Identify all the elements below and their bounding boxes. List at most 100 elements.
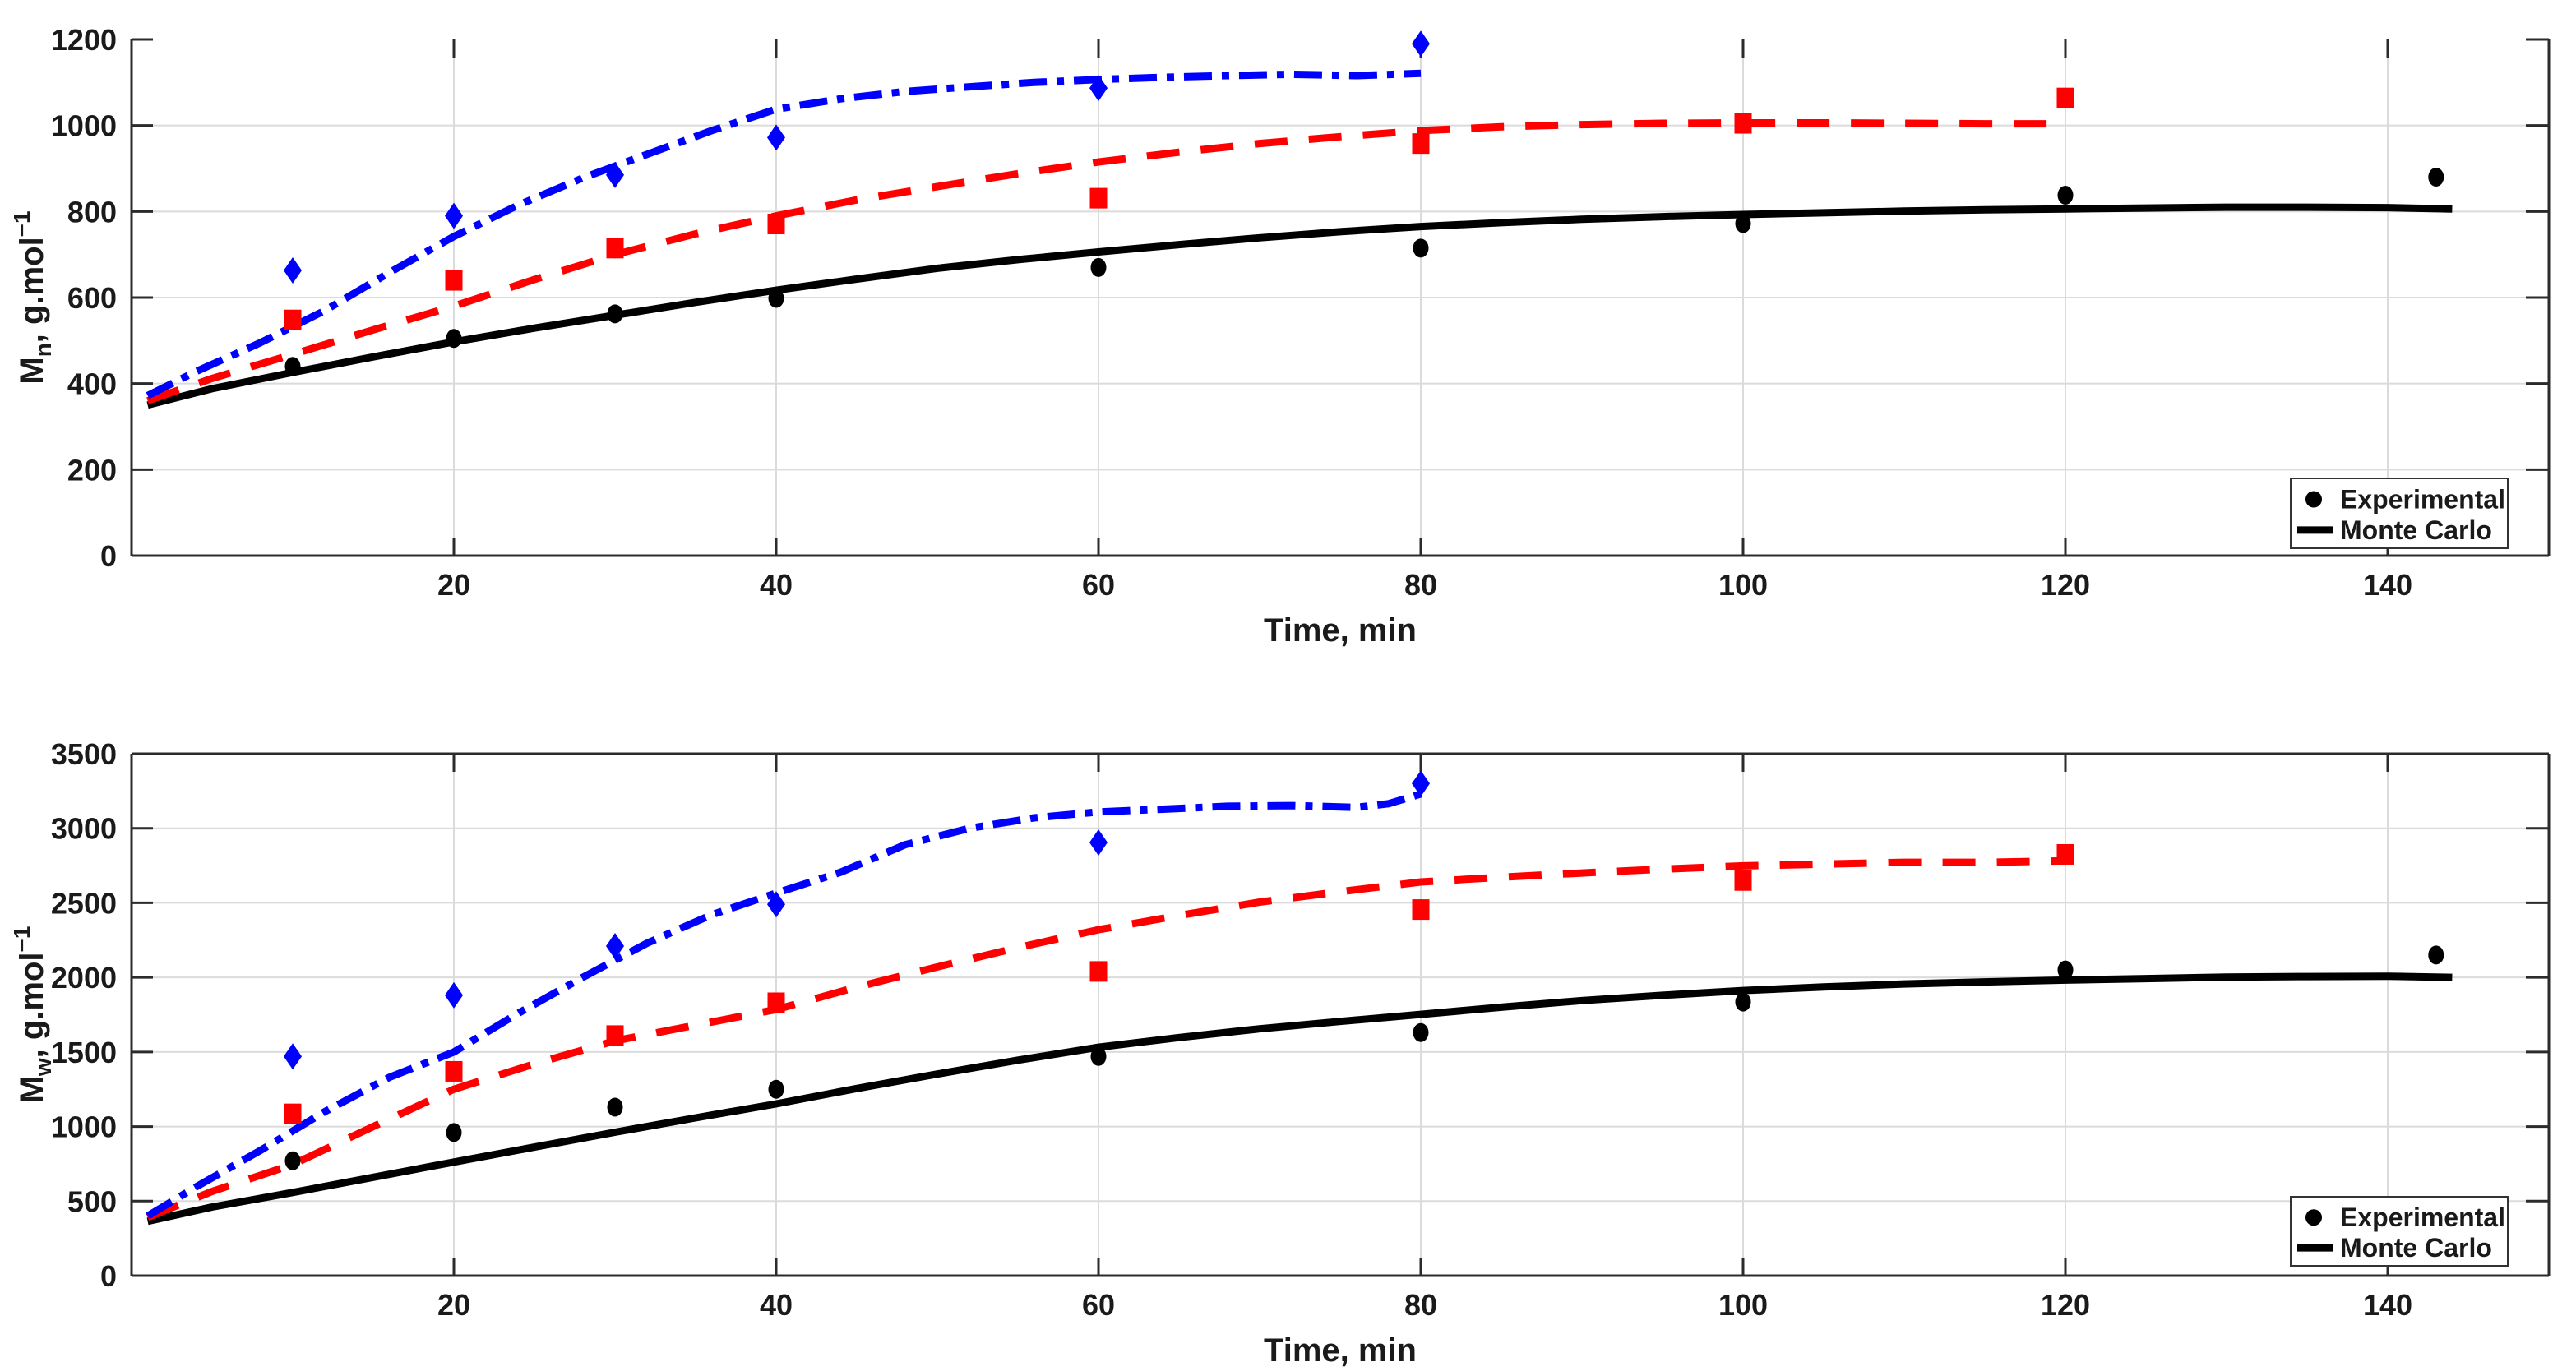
monte-carlo-blue-dashdot-line bbox=[146, 790, 1422, 1220]
y-tick-label: 800 bbox=[67, 195, 117, 228]
data-point-circle bbox=[607, 1097, 623, 1117]
data-point-circle bbox=[2428, 167, 2444, 187]
y-tick-label: 1000 bbox=[51, 1110, 117, 1144]
data-point-square bbox=[1412, 899, 1430, 921]
legend-box bbox=[2290, 1196, 2509, 1267]
x-tick-label: 20 bbox=[437, 1288, 470, 1322]
y-tick-label: 400 bbox=[67, 367, 117, 401]
x-tick-label: 80 bbox=[1404, 1288, 1437, 1322]
subplot-mw-vs-time: 20 40 60 80 100 120 140 0 500 1000 1500 2000 2500 300… bbox=[9, 737, 2551, 1369]
data-point-square bbox=[767, 214, 785, 235]
data-point-square bbox=[1089, 961, 1108, 982]
monte-carlo-red-dashed-line bbox=[146, 119, 2065, 404]
y-tick-labels: 0 200 400 600 800 1000 1200 bbox=[51, 23, 117, 573]
data-point-circle bbox=[1735, 992, 1751, 1012]
experimental-blue-diamonds bbox=[284, 770, 1430, 1070]
legend-box bbox=[2290, 478, 2509, 549]
data-point-circle bbox=[1090, 257, 1107, 277]
x-tick-labels: 20 40 60 80 100 120 140 bbox=[437, 568, 2412, 602]
ticks bbox=[132, 752, 2549, 1277]
y-tick-label: 500 bbox=[67, 1184, 117, 1218]
experimental-black-circles bbox=[284, 945, 2444, 1170]
data-point-diamond bbox=[606, 161, 624, 188]
x-tick-label: 80 bbox=[1404, 568, 1437, 602]
data-point-square bbox=[2056, 87, 2074, 108]
data-point-square bbox=[2056, 843, 2074, 865]
data-point-square bbox=[1734, 113, 1752, 134]
data-point-square bbox=[606, 238, 624, 259]
data-point-circle bbox=[1735, 214, 1751, 233]
x-tick-label: 100 bbox=[1718, 1288, 1768, 1322]
data-point-diamond bbox=[445, 981, 463, 1009]
data-point-circle bbox=[1413, 1022, 1429, 1042]
x-tick-label: 120 bbox=[2041, 1288, 2090, 1322]
data-point-diamond bbox=[1412, 30, 1430, 58]
monte-carlo-lines bbox=[146, 69, 2453, 409]
data-point-square bbox=[445, 1060, 463, 1082]
data-point-circle bbox=[607, 304, 623, 324]
y-tick-label: 3000 bbox=[51, 812, 117, 846]
subplot-mn-vs-time: 20 40 60 80 100 120 140 0 200 400 600 800 1000 1200 Ti… bbox=[9, 23, 2551, 649]
x-tick-label: 60 bbox=[1082, 568, 1115, 602]
data-point-diamond bbox=[1412, 770, 1430, 797]
data-point-diamond bbox=[284, 1043, 302, 1070]
x-axis-title: Time, min bbox=[1264, 1332, 1417, 1369]
y-tick-label: 2500 bbox=[51, 886, 117, 920]
monte-carlo-red-dashed-line bbox=[146, 856, 2066, 1221]
data-point-circle bbox=[2428, 945, 2444, 965]
x-tick-label: 20 bbox=[437, 568, 470, 602]
data-point-circle bbox=[1090, 1046, 1107, 1066]
monte-carlo-black-solid-line bbox=[146, 203, 2453, 409]
y-tick-labels: 0 500 1000 1500 2000 2500 3000 3500 bbox=[51, 737, 117, 1293]
y-tick-label: 3500 bbox=[51, 737, 117, 771]
data-point-diamond bbox=[767, 891, 785, 918]
y-tick-label: 2000 bbox=[51, 961, 117, 995]
x-tick-label: 140 bbox=[2363, 568, 2412, 602]
data-point-circle bbox=[768, 1079, 784, 1099]
experimental-red-squares bbox=[284, 843, 2074, 1124]
data-point-square bbox=[284, 309, 302, 330]
x-tick-label: 100 bbox=[1718, 568, 1768, 602]
data-point-square bbox=[1089, 187, 1108, 209]
x-tick-label: 40 bbox=[760, 568, 793, 602]
y-tick-label: 0 bbox=[100, 1259, 117, 1293]
legend-label: Monte Carlo bbox=[2340, 1233, 2492, 1263]
x-tick-label: 60 bbox=[1082, 1288, 1115, 1322]
y-axis-title: Mn, g.mol−1 bbox=[9, 210, 56, 384]
data-point-diamond bbox=[1089, 829, 1108, 856]
data-point-square bbox=[445, 270, 463, 291]
y-axis-title: Mw, g.mol−1 bbox=[9, 926, 56, 1104]
data-point-diamond bbox=[284, 257, 302, 284]
x-tick-label: 40 bbox=[760, 1288, 793, 1322]
y-tick-label: 0 bbox=[100, 539, 117, 573]
data-point-circle bbox=[284, 1151, 301, 1170]
data-point-square bbox=[1734, 870, 1752, 891]
experimental-markers bbox=[284, 30, 2444, 376]
monte-carlo-blue-dashdot-line bbox=[146, 69, 1422, 399]
data-point-square bbox=[1412, 133, 1430, 155]
y-tick-label: 200 bbox=[67, 453, 117, 487]
x-axis-title: Time, min bbox=[1264, 612, 1417, 649]
legend-marker-circle bbox=[2305, 491, 2322, 508]
data-point-diamond bbox=[1089, 75, 1108, 102]
data-point-circle bbox=[2057, 185, 2074, 205]
legend-label: Monte Carlo bbox=[2340, 515, 2492, 545]
data-point-square bbox=[606, 1025, 624, 1046]
data-point-diamond bbox=[445, 202, 463, 229]
data-point-circle bbox=[2057, 960, 2074, 980]
experimental-blue-diamonds bbox=[284, 30, 1430, 284]
x-tick-labels: 20 40 60 80 100 120 140 bbox=[437, 1288, 2412, 1322]
axes-spines bbox=[130, 752, 2551, 1277]
data-point-square bbox=[767, 992, 785, 1013]
data-point-circle bbox=[284, 357, 301, 376]
gridlines bbox=[132, 754, 2549, 1276]
data-point-circle bbox=[446, 1123, 462, 1142]
experimental-black-circles bbox=[284, 167, 2444, 376]
data-point-circle bbox=[446, 329, 462, 349]
monte-carlo-black-solid-line bbox=[146, 972, 2453, 1226]
experimental-red-squares bbox=[284, 87, 2074, 330]
